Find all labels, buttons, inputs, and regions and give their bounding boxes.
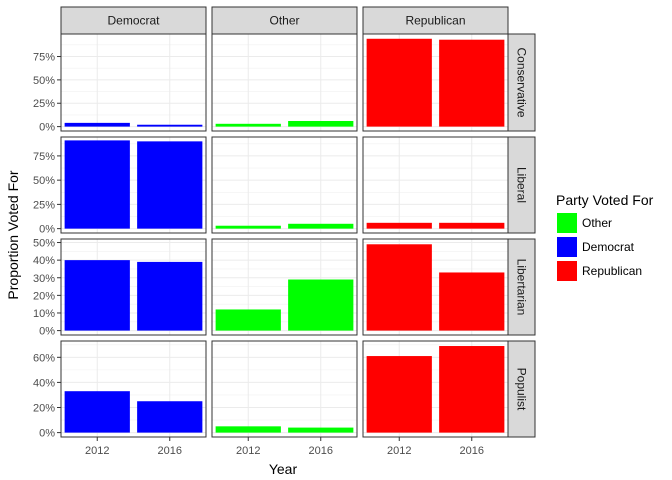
bar bbox=[366, 222, 432, 229]
bar bbox=[439, 222, 505, 229]
row-strip-label: Libertarian bbox=[515, 259, 529, 316]
y-tick-label: 40% bbox=[33, 377, 55, 389]
column-strip-label: Republican bbox=[405, 14, 465, 28]
bar bbox=[439, 39, 505, 127]
y-tick-label: 0% bbox=[39, 326, 55, 338]
row-strip-label: Liberal bbox=[515, 167, 529, 203]
panel-border bbox=[211, 340, 358, 438]
legend-key bbox=[557, 261, 577, 281]
y-tick-label: 0% bbox=[39, 428, 55, 440]
row-strip-label: Conservative bbox=[515, 47, 529, 117]
row-strip-label: Populist bbox=[515, 368, 529, 411]
y-tick-label: 0% bbox=[39, 224, 55, 236]
bar bbox=[64, 122, 130, 127]
bar bbox=[366, 356, 432, 433]
x-axis: 2012 2016 2012 2016 2012 2016 bbox=[85, 437, 484, 457]
y-tick-label: 75% bbox=[33, 52, 55, 64]
y-tick-label: 50% bbox=[33, 238, 55, 250]
bar bbox=[439, 346, 505, 433]
x-tick-label: 2012 bbox=[236, 445, 260, 457]
bar bbox=[137, 401, 203, 433]
bar bbox=[215, 225, 281, 229]
bar bbox=[137, 141, 203, 229]
panel-border bbox=[60, 136, 207, 234]
bar bbox=[64, 391, 130, 433]
bar bbox=[137, 124, 203, 127]
y-tick-label: 0% bbox=[39, 122, 55, 134]
y-tick-label: 20% bbox=[33, 403, 55, 415]
bar bbox=[288, 121, 354, 127]
facet-panels bbox=[60, 33, 509, 438]
row-strip bbox=[507, 136, 536, 234]
legend-key bbox=[557, 237, 577, 257]
y-tick-label: 50% bbox=[33, 175, 55, 187]
row-strip bbox=[507, 33, 536, 132]
bar bbox=[215, 123, 281, 127]
panel-border bbox=[211, 238, 358, 336]
column-strip bbox=[211, 6, 358, 35]
y-tick-label: 10% bbox=[33, 308, 55, 320]
column-strip-label: Democrat bbox=[107, 14, 160, 28]
panel-background bbox=[212, 34, 357, 131]
legend-title: Party Voted For bbox=[556, 192, 654, 208]
y-tick-label: 60% bbox=[33, 352, 55, 364]
y-tick-label: 50% bbox=[33, 75, 55, 87]
y-tick-label: 75% bbox=[33, 151, 55, 163]
bar bbox=[366, 38, 432, 127]
bar bbox=[215, 426, 281, 433]
bar bbox=[288, 427, 354, 433]
panel-border bbox=[60, 238, 207, 336]
column-strip bbox=[60, 6, 207, 35]
legend-key bbox=[557, 213, 577, 233]
column-strip bbox=[362, 6, 509, 35]
x-tick-label: 2012 bbox=[85, 445, 109, 457]
legend-label: Other bbox=[582, 216, 612, 230]
panel-border bbox=[60, 340, 207, 438]
bar bbox=[64, 260, 130, 331]
column-strip-label: Other bbox=[269, 14, 299, 28]
bar bbox=[137, 261, 203, 331]
y-axis-title: Proportion Voted For bbox=[5, 170, 21, 300]
facet-strips: Democrat Other Republican Conservative Liber… bbox=[60, 6, 536, 438]
row-strip bbox=[507, 340, 536, 438]
panel-background bbox=[212, 137, 357, 233]
bar bbox=[288, 279, 354, 331]
y-tick-label: 25% bbox=[33, 98, 55, 110]
bar bbox=[439, 272, 505, 331]
x-tick-label: 2016 bbox=[309, 445, 333, 457]
y-axes: 0% 25% 50% 75% 0% 25% 50% 75% 0% 10% 20% 30% 40% 50% 0… bbox=[33, 52, 61, 440]
y-tick-label: 30% bbox=[33, 273, 55, 285]
y-tick-label: 40% bbox=[33, 255, 55, 267]
panel-background bbox=[61, 34, 206, 131]
bar bbox=[288, 223, 354, 229]
x-tick-label: 2016 bbox=[460, 445, 484, 457]
y-tick-label: 20% bbox=[33, 290, 55, 302]
legend-label: Democrat bbox=[582, 240, 635, 254]
bar bbox=[366, 244, 432, 331]
panel-background bbox=[363, 137, 508, 233]
legend: Party Voted For Other Democrat Republican bbox=[556, 192, 654, 281]
row-strip bbox=[507, 238, 536, 336]
bar bbox=[64, 140, 130, 229]
bar bbox=[215, 309, 281, 331]
y-tick-label: 25% bbox=[33, 199, 55, 211]
panel-background bbox=[212, 341, 357, 437]
x-axis-title: Year bbox=[269, 461, 298, 477]
panel-border bbox=[211, 136, 358, 234]
legend-label: Republican bbox=[582, 264, 642, 278]
x-tick-label: 2012 bbox=[387, 445, 411, 457]
x-tick-label: 2016 bbox=[158, 445, 182, 457]
